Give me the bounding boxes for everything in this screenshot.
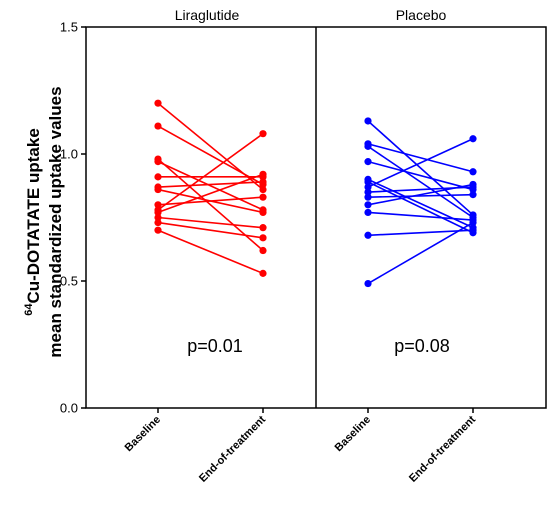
baseline-point <box>364 183 372 191</box>
subject-line <box>157 196 264 206</box>
subject-line <box>367 211 474 221</box>
end-of-treatment-point <box>259 193 267 201</box>
svg-text:64Cu-DOTATATE uptake: 64Cu-DOTATATE uptake <box>23 128 43 316</box>
y-axis-label-line2: mean standardized uptake values <box>46 86 65 357</box>
end-of-treatment-point <box>259 185 267 194</box>
baseline-point <box>364 188 372 196</box>
end-of-treatment-point <box>259 224 267 232</box>
y-axis-label-sup: 64 <box>23 303 35 316</box>
subject-line <box>157 133 264 211</box>
baseline-point <box>154 226 162 234</box>
subject-line <box>367 183 474 206</box>
x-category-baseline-right: Baseline <box>333 414 373 454</box>
baseline-point <box>364 117 372 125</box>
y-axis-label: 64Cu-DOTATATE uptake mean standardized u… <box>23 86 65 357</box>
subject-line <box>367 193 474 198</box>
end-of-treatment-point <box>259 269 267 277</box>
subject-line <box>157 216 264 229</box>
baseline-point <box>154 201 162 209</box>
p-value-left: p=0.01 <box>187 336 243 356</box>
y-tick-label: 0.0 <box>60 401 78 416</box>
baseline-point <box>364 193 372 201</box>
y-axis-label-line1: Cu-DOTATATE uptake <box>24 128 43 303</box>
baseline-point <box>364 231 372 239</box>
baseline-point <box>364 279 372 288</box>
baseline-point <box>364 178 372 186</box>
subject-line <box>367 178 474 229</box>
baseline-point <box>154 218 162 227</box>
subject-line <box>367 160 474 191</box>
end-of-treatment-point <box>469 135 477 143</box>
end-of-treatment-point <box>469 180 477 189</box>
end-of-treatment-point <box>469 226 477 234</box>
x-category-end-right: End-of-treatment <box>407 413 478 484</box>
baseline-point <box>154 158 162 166</box>
subject-line <box>367 120 474 216</box>
end-of-treatment-point <box>259 234 267 242</box>
end-of-treatment-point <box>469 218 477 227</box>
panel-title-left: Liraglutide <box>175 7 240 23</box>
subject-line <box>367 221 474 285</box>
subject-line <box>157 181 264 188</box>
baseline-point <box>154 185 162 194</box>
baseline-point <box>154 99 162 107</box>
baseline-point <box>154 173 162 181</box>
subject-line <box>157 229 264 275</box>
panel-title-right: Placebo <box>396 7 447 23</box>
subject-line <box>367 143 474 173</box>
subject-line <box>367 145 474 219</box>
baseline-point <box>364 201 372 209</box>
baseline-point <box>364 208 372 217</box>
baseline-point <box>154 122 162 130</box>
end-of-treatment-point <box>259 208 267 217</box>
subject-line <box>157 160 264 211</box>
x-category-baseline-left: Baseline <box>123 414 163 454</box>
y-tick-label: 0.5 <box>60 274 78 289</box>
end-of-treatment-point <box>469 191 477 199</box>
subject-line <box>367 181 474 234</box>
subject-line <box>367 138 474 188</box>
subject-line <box>157 221 264 239</box>
end-of-treatment-point <box>259 178 267 186</box>
subject-line <box>367 229 474 237</box>
baseline-point <box>364 158 372 166</box>
end-of-treatment-point <box>259 246 267 255</box>
p-value-right: p=0.08 <box>394 336 450 356</box>
x-category-end-left: End-of-treatment <box>197 413 268 484</box>
y-tick-label: 1.5 <box>60 20 78 35</box>
y-tick-label: 1.0 <box>60 147 78 162</box>
subject-line <box>157 173 264 214</box>
baseline-point <box>154 208 162 217</box>
end-of-treatment-point <box>259 170 267 178</box>
baseline-point <box>364 142 372 150</box>
end-of-treatment-point <box>469 168 477 176</box>
baseline-point <box>154 213 162 222</box>
end-of-treatment-point <box>259 130 267 138</box>
subject-line <box>157 125 264 186</box>
